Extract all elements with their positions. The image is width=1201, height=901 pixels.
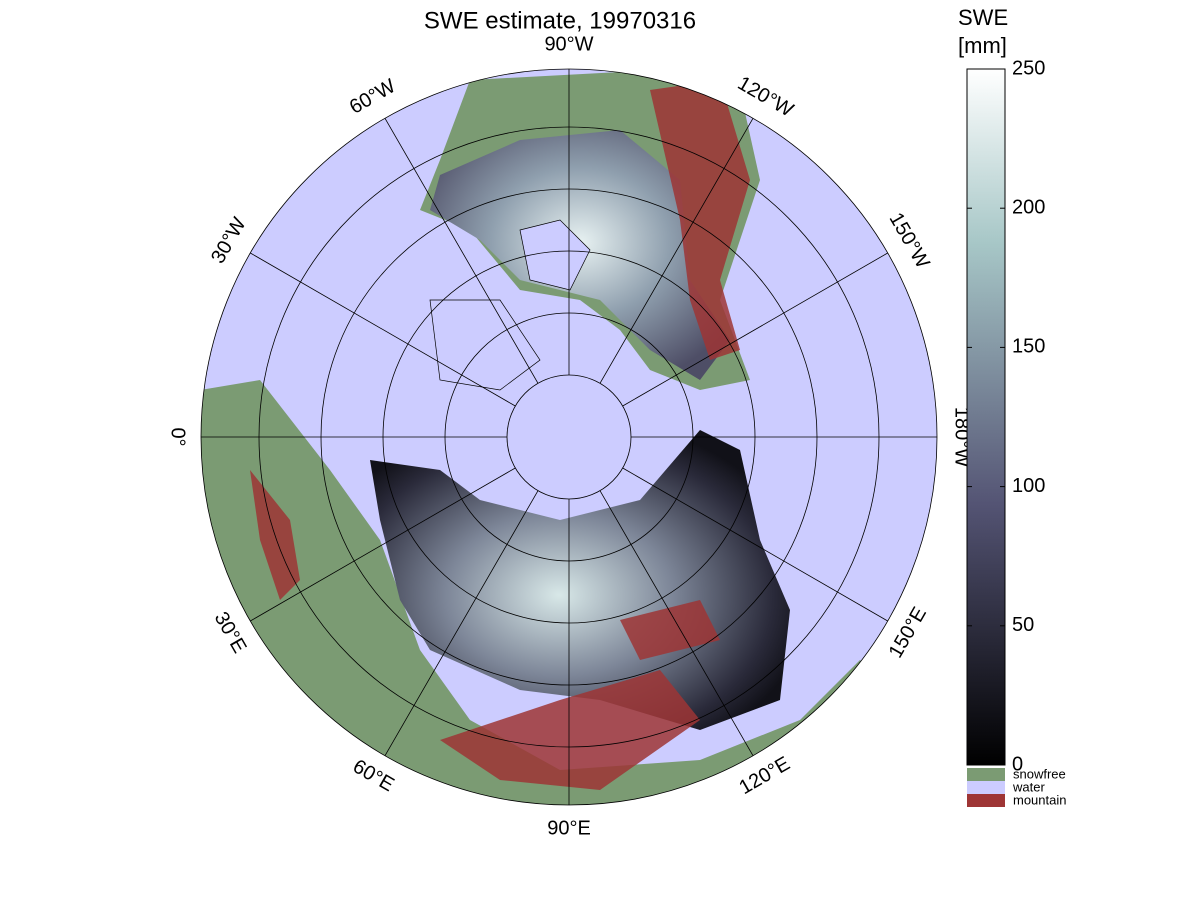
meridian-label: 90°W (544, 33, 593, 55)
colorbar (966, 68, 1006, 766)
meridian-label: 90°E (547, 817, 591, 839)
meridian (384, 490, 539, 756)
coastline (429, 219, 591, 391)
colorbar-label: [mm] (958, 33, 1007, 58)
meridian-label: 30°W (207, 214, 251, 268)
legend-swatch (967, 781, 1005, 794)
meridian-label: 30°E (210, 608, 251, 657)
legend-label: snowfree (1013, 766, 1066, 781)
colorbar-tick-label: 250 (1012, 57, 1045, 79)
meridian (622, 467, 888, 622)
meridian-label: 60°E (349, 755, 398, 796)
meridian (384, 118, 539, 384)
meridian (599, 118, 754, 384)
colorbar-tick-label: 150 (1012, 336, 1045, 358)
title: SWE estimate, 19970316 (424, 7, 696, 34)
asia-mountain (250, 470, 720, 790)
rockies-mountain (650, 80, 750, 360)
meridian (622, 252, 888, 407)
legend-swatch (967, 794, 1005, 807)
meridian-label: 60°W (346, 75, 400, 119)
meridian (250, 467, 516, 622)
meridian (250, 252, 516, 407)
eurasia-snow (370, 430, 790, 730)
meridian-label: 0° (167, 427, 189, 446)
meridian (599, 490, 754, 756)
legend-label: mountain (1013, 792, 1066, 807)
eurasia-snowfree (201, 380, 900, 805)
colorbar-tick-label: 100 (1012, 475, 1045, 497)
colorbar-tick-label: 200 (1012, 196, 1045, 218)
map (201, 69, 937, 805)
legend-swatch (967, 768, 1005, 781)
colorbar-tick-label: 50 (1012, 614, 1034, 636)
colorbar-tick-label: 0 (1012, 753, 1023, 775)
legend-label: water (1012, 779, 1045, 794)
colorbar-label: SWE (958, 5, 1008, 30)
